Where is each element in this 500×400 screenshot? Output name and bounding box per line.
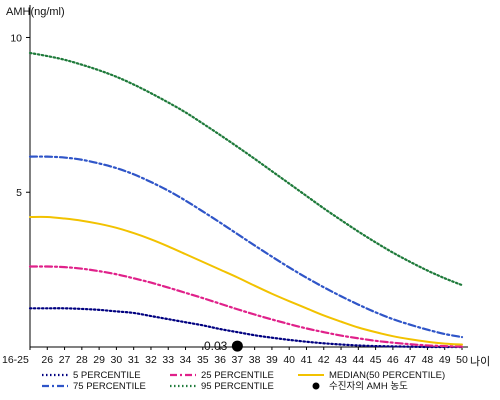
legend: 5 PERCENTILE 25 PERCENTILE MEDIAN(50 PERCE…: [42, 370, 445, 392]
legend-item-5: 95 PERCENTILE: [170, 381, 274, 392]
patient-amh-value-label: 0.03: [204, 339, 228, 353]
x-tick-label: 47: [404, 354, 416, 366]
x-tick-label: 50: [456, 354, 468, 366]
legend-label: 25 PERCENTILE: [201, 370, 274, 381]
x-ticks: 16-25 26 27 28 29 30 31 32 33 34 35 36 37 38 39 40 41 42 4…: [2, 347, 468, 366]
x-tick-label: 42: [318, 354, 330, 366]
legend-label: 수진자의 AMH 농도: [329, 381, 408, 392]
x-tick-label: 44: [352, 354, 364, 366]
x-tick-label: 29: [93, 354, 105, 366]
x-tick-label: 39: [266, 354, 278, 366]
x-tick-label: 33: [162, 354, 174, 366]
x-tick-label: 36: [214, 354, 226, 366]
x-tick-label: 35: [197, 354, 209, 366]
x-tick-label: 34: [180, 354, 192, 366]
legend-item-4: 75 PERCENTILE: [42, 381, 146, 392]
x-tick-label: 41: [301, 354, 313, 366]
x-tick-label: 43: [335, 354, 347, 366]
series-line-3: [29, 215, 463, 346]
y-ticks: 10 5: [10, 32, 30, 199]
x-tick-label: 31: [128, 354, 140, 366]
x-tick-label: 16-25: [2, 354, 29, 366]
legend-item-3: MEDIAN(50 PERCENTILE): [298, 370, 445, 381]
x-tick-label: 40: [283, 354, 295, 366]
series-line-4: [28, 155, 464, 339]
x-tick-label: 27: [59, 354, 71, 366]
patient-amh-marker: [231, 340, 243, 352]
x-tick-label: 48: [422, 354, 434, 366]
x-tick-label: 32: [145, 354, 157, 366]
legend-label: 5 PERCENTILE: [73, 370, 141, 381]
series-line-1: [28, 307, 464, 349]
legend-label: 95 PERCENTILE: [201, 381, 274, 392]
x-axis-label: 나이: [470, 355, 490, 368]
series-line-5: [28, 51, 464, 287]
x-tick-label: 28: [76, 354, 88, 366]
x-tick-label: 45: [370, 354, 382, 366]
series-layer: [28, 51, 464, 349]
y-tick-label: 5: [16, 187, 22, 199]
legend-item-2: 25 PERCENTILE: [170, 370, 274, 381]
series-line-2: [28, 265, 464, 348]
x-tick-label: 46: [387, 354, 399, 366]
axes: AMH(ng/ml) 나이: [6, 5, 490, 368]
legend-label: 75 PERCENTILE: [73, 381, 146, 392]
y-axis-label: AMH(ng/ml): [6, 6, 65, 18]
x-tick-label: 37: [232, 354, 244, 366]
y-tick-label: 10: [10, 32, 22, 44]
x-tick-label: 30: [111, 354, 123, 366]
x-tick-label: 26: [41, 354, 53, 366]
legend-item-1: 5 PERCENTILE: [42, 370, 141, 381]
legend-label: MEDIAN(50 PERCENTILE): [329, 370, 445, 381]
legend-marker-swatch: [312, 382, 320, 390]
x-tick-label: 38: [249, 354, 261, 366]
legend-item-6: 수진자의 AMH 농도: [312, 381, 408, 392]
x-tick-label: 49: [439, 354, 451, 366]
marker-layer: 0.03: [204, 339, 243, 353]
